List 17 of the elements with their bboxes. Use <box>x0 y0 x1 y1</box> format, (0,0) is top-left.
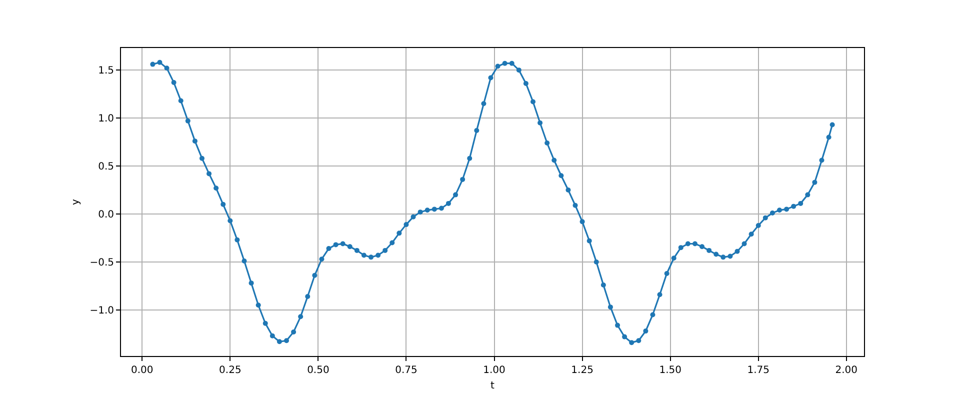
x-tick-label: 0.00 <box>130 365 154 376</box>
x-axis-title: t <box>490 380 495 392</box>
x-tick-label: 1.00 <box>483 365 506 376</box>
x-tick-label: 1.25 <box>571 365 594 376</box>
x-tick-label: 1.75 <box>747 365 770 376</box>
y-tick-label: 0.0 <box>98 209 114 220</box>
y-tick-label: −0.5 <box>90 257 114 268</box>
y-tick-label: −1.0 <box>90 305 114 316</box>
x-tick-label: 2.00 <box>835 365 858 376</box>
y-tick-label: 1.0 <box>98 114 114 125</box>
x-tick-label: 0.75 <box>395 365 418 376</box>
x-tick-label: 0.25 <box>219 365 242 376</box>
x-tick-label: 0.50 <box>307 365 330 376</box>
x-tick-label: 1.50 <box>659 365 682 376</box>
y-axis-title: y <box>70 198 82 205</box>
y-tick-label: 1.5 <box>98 66 114 77</box>
y-tick-label: 0.5 <box>98 162 114 173</box>
